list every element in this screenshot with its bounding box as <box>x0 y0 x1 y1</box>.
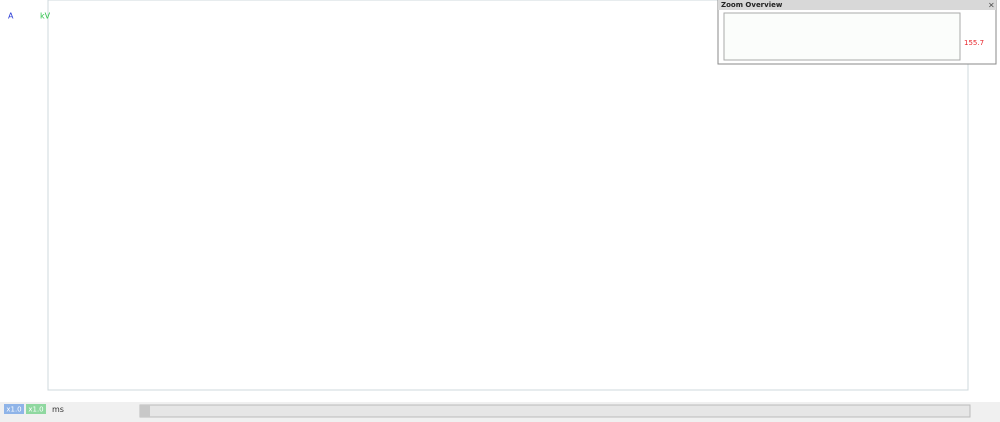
plot-area <box>47 0 969 391</box>
zoom-title: Zoom Overview <box>721 1 783 9</box>
zoom-tick: 155.7 <box>964 39 984 47</box>
scroll-thumb[interactable] <box>140 405 150 417</box>
scale-label: x1.0 <box>6 406 21 414</box>
close-button[interactable]: × <box>988 1 995 10</box>
scrollbar[interactable] <box>139 404 971 418</box>
scale-label: x1.0 <box>28 406 43 414</box>
scale-button-kv[interactable] <box>26 404 46 414</box>
zoom-overview[interactable]: Zoom Overview × 155.7 <box>717 0 997 65</box>
unit-ms: ms <box>52 405 64 414</box>
scale-button-a[interactable] <box>4 404 24 414</box>
unit-kv: kV <box>40 12 51 21</box>
unit-a: A <box>8 12 14 21</box>
